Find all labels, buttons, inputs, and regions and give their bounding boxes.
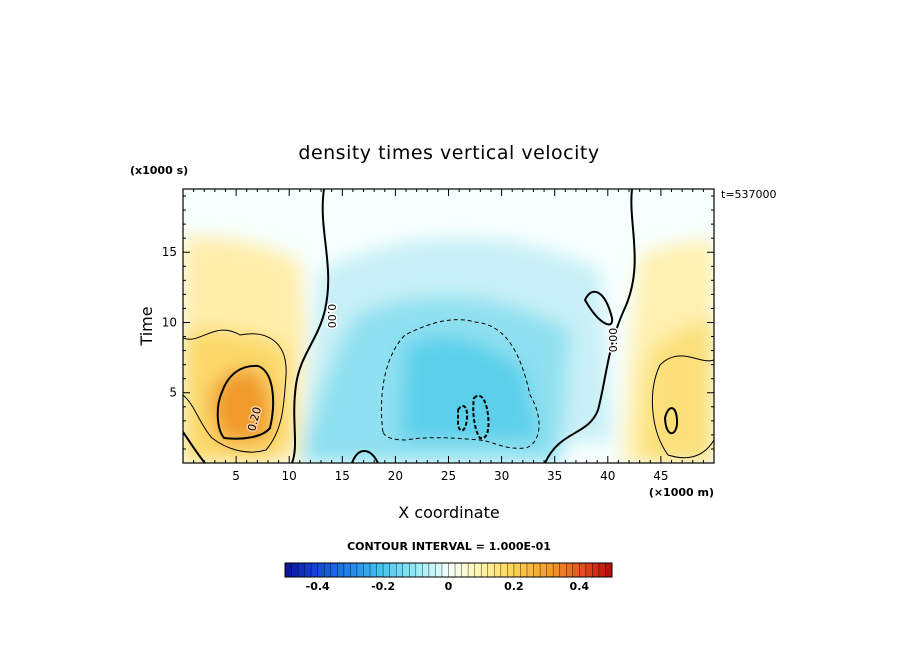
colorbar-cell <box>311 563 318 577</box>
x-tick-label: 45 <box>653 469 668 483</box>
colorbar-tick-label: 0.4 <box>570 580 590 593</box>
x-tick-label: 20 <box>388 469 403 483</box>
contour-label-zero-right: 0.00 <box>607 328 620 353</box>
colorbar-cell <box>422 563 430 577</box>
colorbar-cell <box>559 563 567 577</box>
colorbar-cell <box>337 563 345 577</box>
field-left-positive-core <box>211 368 272 444</box>
field-right-positive-mid <box>640 320 714 463</box>
colorbar-cell <box>448 563 456 577</box>
y-tick-label: 5 <box>169 386 177 400</box>
y-axis-label: Time <box>137 306 156 346</box>
x-tick-label: 5 <box>232 469 240 483</box>
colorbar-cell <box>435 563 443 577</box>
zero-contour-left <box>291 189 330 463</box>
colorbar-cell <box>389 563 397 577</box>
colorbar-cell <box>468 563 475 577</box>
colorbar-tick-label: 0 <box>445 580 453 593</box>
contour-0.10-left <box>183 329 287 453</box>
field-center-negative-core <box>400 336 540 440</box>
colorbar-cell <box>415 563 423 577</box>
colorbar-cell <box>376 563 384 577</box>
colorbar-cell <box>383 563 390 577</box>
colorbar-cell <box>494 563 502 577</box>
contour-neg-0.10 <box>380 319 540 449</box>
contour-neg-0.20-b <box>472 394 490 440</box>
colorbar-cell <box>553 563 560 577</box>
x-tick-label: 10 <box>282 469 297 483</box>
x-tick-label: 25 <box>441 469 456 483</box>
x-tick-label: 15 <box>335 469 350 483</box>
zero-contour-right <box>544 189 636 463</box>
colorbar-cell <box>487 563 495 577</box>
colorbar-cell <box>330 563 338 577</box>
colorbar-cell <box>409 563 417 577</box>
contour-0.10-right <box>651 355 714 459</box>
colorbar-cell <box>507 563 515 577</box>
zero-contour-closed-upper <box>583 290 614 326</box>
colorbar-cell <box>317 563 325 577</box>
colorbar-cell <box>579 563 587 577</box>
contour-interval-text: CONTOUR INTERVAL = 1.000E-01 <box>347 540 551 553</box>
colorbar-cell <box>592 563 600 577</box>
contour-neg-0.20-a <box>457 405 469 432</box>
colorbar-cell <box>520 563 528 577</box>
chart-title: density times vertical velocity <box>298 142 599 164</box>
x-axis-label: X coordinate <box>398 503 499 522</box>
colorbar-cell <box>546 563 554 577</box>
zero-contour-bottom-mid <box>351 450 379 463</box>
axes: 5 10 15 20 25 30 35 40 45 5 10 15 <box>162 189 714 483</box>
colorbar-cell <box>363 563 371 577</box>
colorbar-cell <box>356 563 364 577</box>
colorbar-cell <box>370 563 377 577</box>
colorbar-cell <box>481 563 489 577</box>
colorbar-cell <box>540 563 547 577</box>
colorbar-cell <box>598 563 606 577</box>
colorbar-tick-label: 0.2 <box>504 580 524 593</box>
colorbar-cell <box>533 563 541 577</box>
colorbar-cell <box>350 563 358 577</box>
x-tick-label: 30 <box>494 469 509 483</box>
x-unit-label: (×1000 m) <box>649 486 714 499</box>
colorbar-cell <box>455 563 462 577</box>
colorbar-cell <box>526 563 534 577</box>
colorbar-tick-label: -0.4 <box>306 580 330 593</box>
colorbar-cell <box>513 563 521 577</box>
contour-label-zero-left: 0.00 <box>325 304 338 329</box>
y-unit-label: (x1000 s) <box>130 164 188 177</box>
colorbar-cell <box>441 563 449 577</box>
colorbar-cell <box>298 563 305 577</box>
time-stamp: t=537000 <box>721 188 777 201</box>
colorbar-cell <box>343 563 351 577</box>
plot-field <box>183 189 714 463</box>
colorbar-frame <box>284 562 613 578</box>
contour-0.20-right <box>663 407 679 435</box>
colorbar-cell <box>291 563 299 577</box>
colorbar-cell <box>402 563 410 577</box>
x-tick-label: 40 <box>600 469 615 483</box>
color-field <box>183 237 714 463</box>
y-tick-label: 15 <box>162 245 177 259</box>
colorbar-cell <box>572 563 580 577</box>
colorbar-cell <box>585 563 593 577</box>
x-tick-label: 35 <box>547 469 562 483</box>
colorbar-cell <box>304 563 312 577</box>
colorbar-cell <box>285 563 292 577</box>
colorbar-cell <box>396 563 404 577</box>
colorbar-tick-label: -0.2 <box>371 580 395 593</box>
y-tick-label: 10 <box>162 315 177 329</box>
colorbar-cell <box>428 563 436 577</box>
colorbar-cell <box>566 563 574 577</box>
colorbar-cell <box>324 563 332 577</box>
colorbar-cell <box>605 563 613 577</box>
colorbar-cell <box>500 563 508 577</box>
colorbar-cell <box>474 563 482 577</box>
colorbar-cell <box>461 563 469 577</box>
colorbar: -0.4 -0.2 0 0.2 0.4 <box>284 562 613 593</box>
contour-0.20-left <box>216 364 275 440</box>
